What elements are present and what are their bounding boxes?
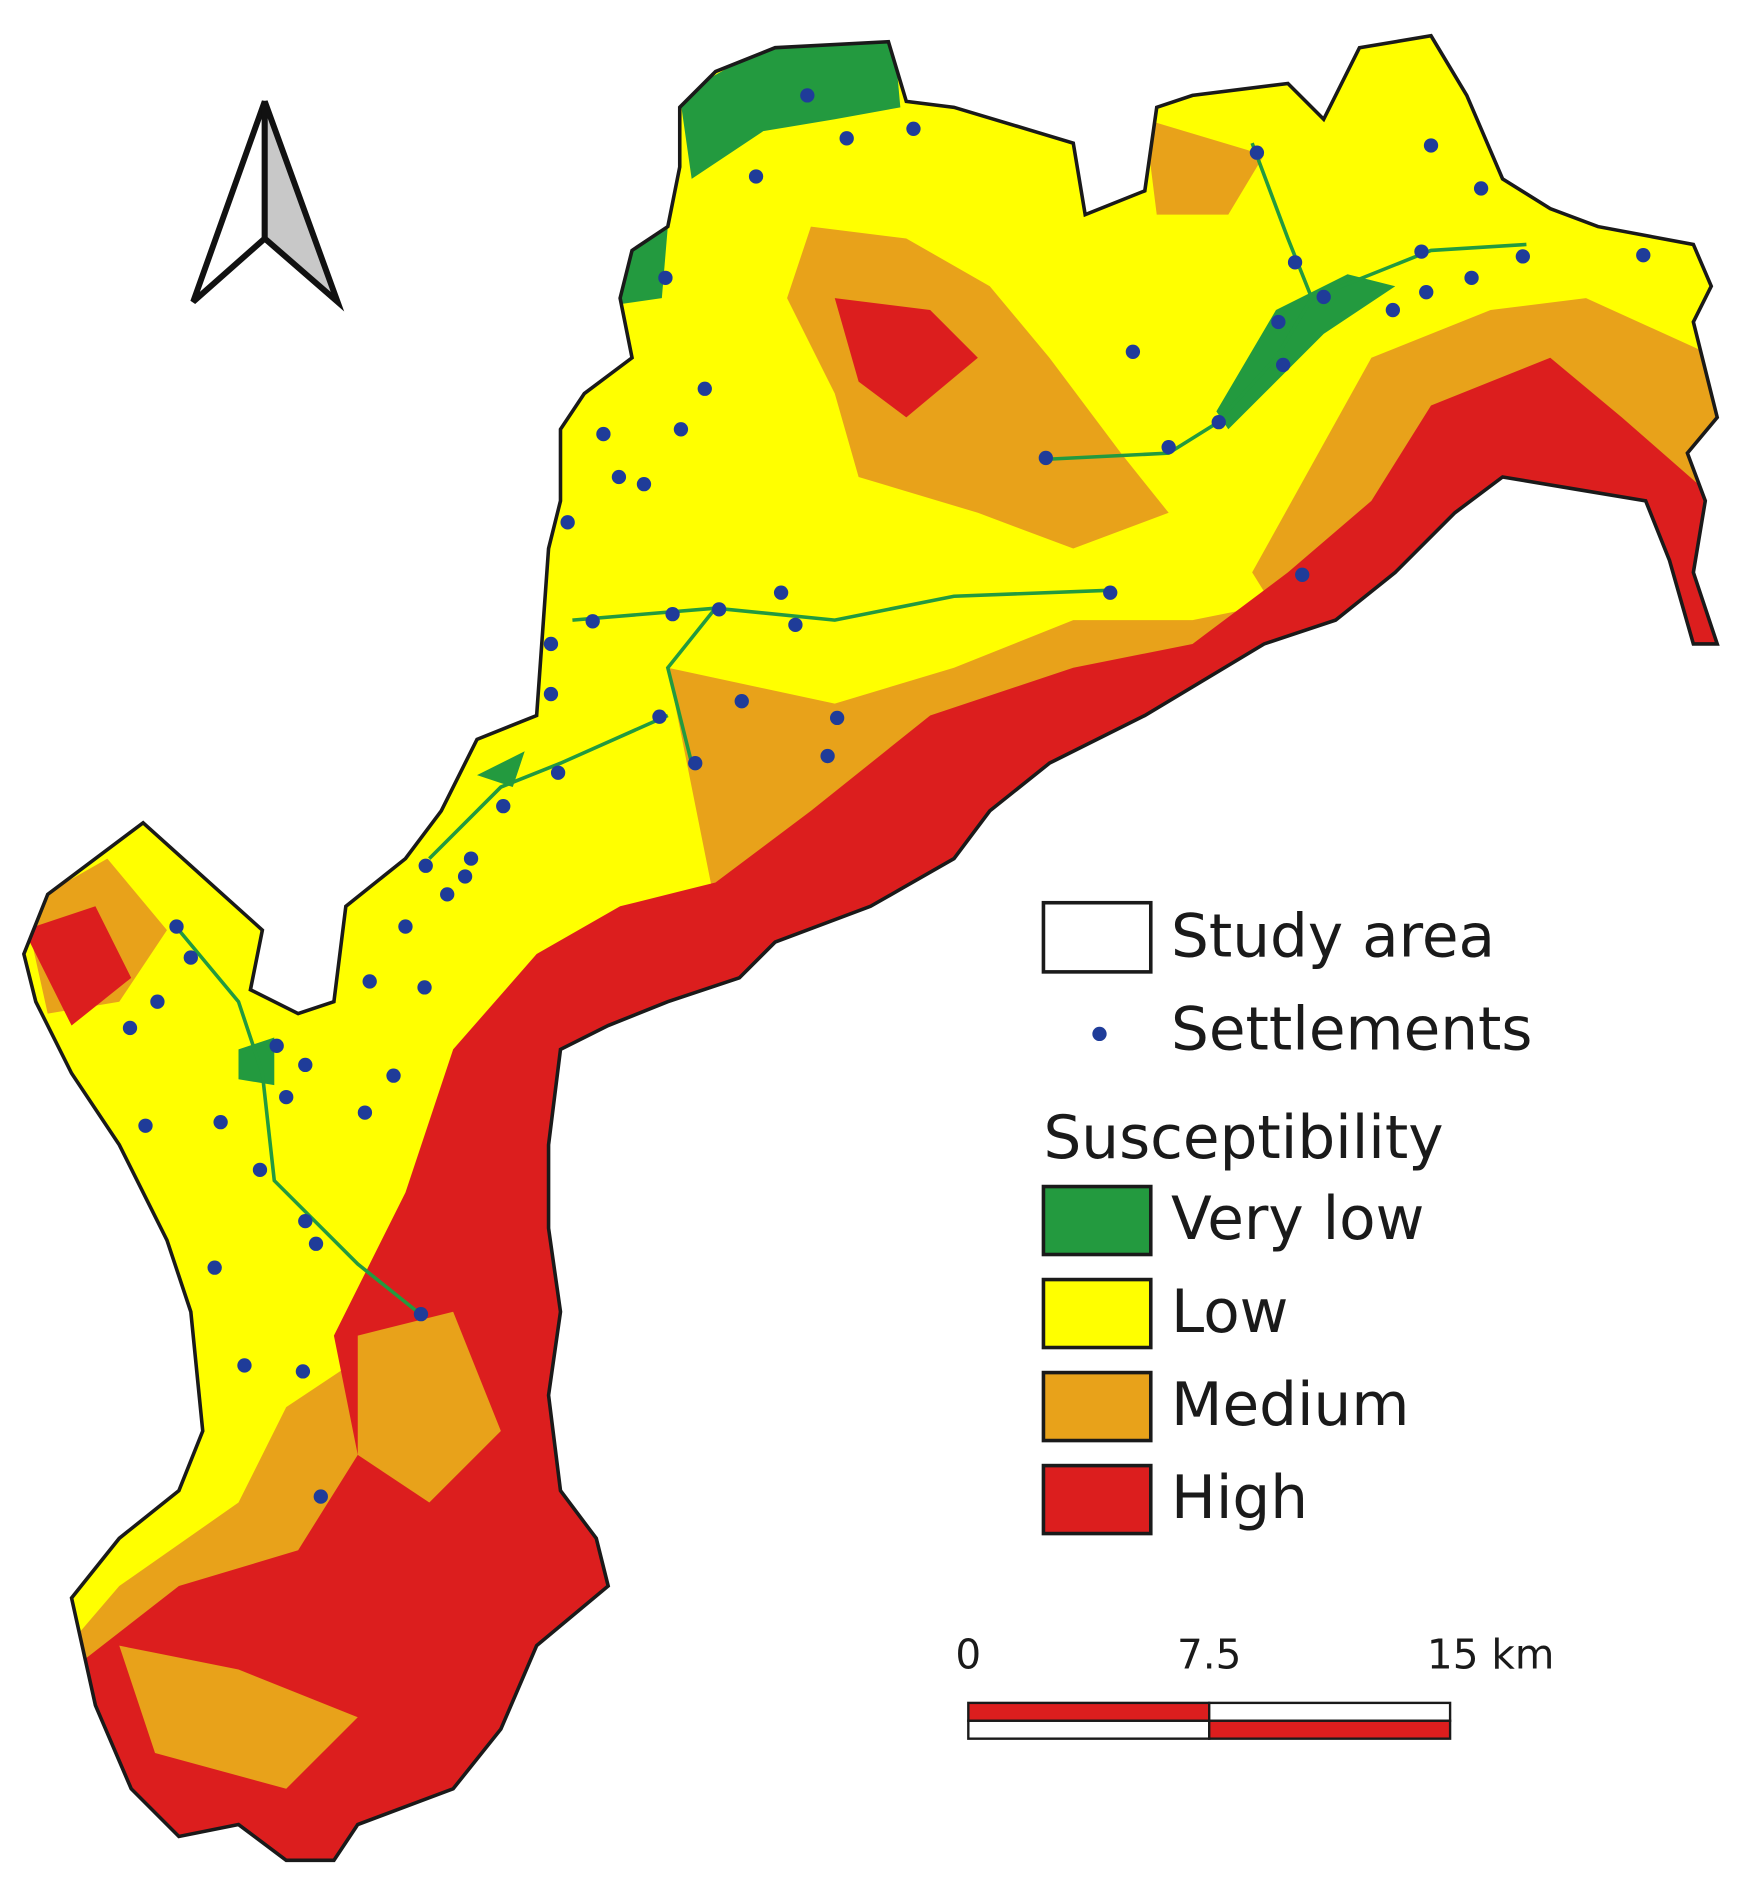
scale-label: 0	[955, 1631, 981, 1679]
legend: Study area Settlements Susceptibility Ve…	[1041, 900, 1533, 1536]
legend-items: Very low Low Medium High	[1041, 1184, 1424, 1536]
legend-title: Susceptibility	[1043, 1104, 1443, 1173]
legend-swatch	[1041, 1370, 1153, 1443]
scale-label: 7.5	[1177, 1631, 1241, 1679]
legend-swatch	[1041, 1463, 1153, 1536]
settlements	[122, 88, 1651, 1504]
scale-bar: 0 7.5 15 km	[955, 1631, 1554, 1740]
legend-label: Very low	[1171, 1185, 1424, 1254]
legend-label: Settlements	[1171, 995, 1532, 1064]
scale-label: 15 km	[1427, 1631, 1554, 1679]
legend-label: Medium	[1171, 1371, 1409, 1440]
settlement-swatch	[1092, 1026, 1107, 1042]
legend-label: Study area	[1171, 902, 1495, 971]
north-arrow	[190, 100, 345, 312]
legend-label: Low	[1171, 1278, 1288, 1347]
legend-swatch	[1041, 1184, 1153, 1257]
legend-swatch	[1041, 1277, 1153, 1350]
study-area-swatch	[1041, 900, 1153, 974]
legend-label: High	[1171, 1464, 1308, 1533]
